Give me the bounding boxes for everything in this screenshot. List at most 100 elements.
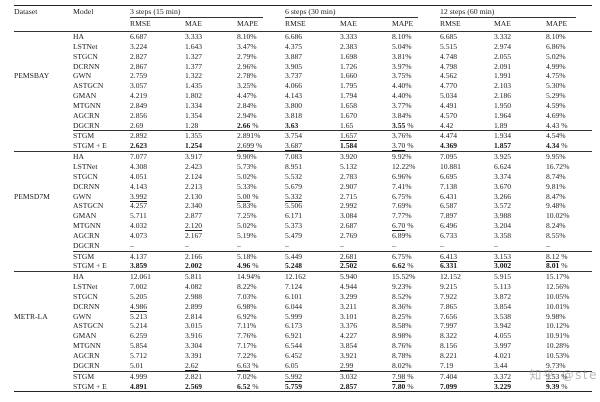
metric-value: 3.333 [340, 32, 392, 42]
model-name: DCRNN [73, 61, 100, 71]
metric-value: 1.698 [340, 52, 392, 62]
metric-number: 10.881 [440, 161, 461, 171]
metric-number: 5.479 [285, 230, 303, 240]
metric-value: 4.99% [546, 62, 592, 72]
metric-number: 4.47% [237, 91, 257, 101]
table-row: STGM 2.892 1.355 2.891% 3.754 1.657 3.76% 4.474… [14, 131, 592, 141]
metric-value: 4.944 [340, 282, 392, 292]
metric-number: 3.854 [340, 341, 358, 351]
table-row: GMAN 6.259 3.916 7.76% 6.921 4.227 8.98% 8.322 4… [14, 331, 592, 341]
metric-value: 5.83% [237, 201, 285, 211]
metric-number: 6.86% [546, 41, 566, 51]
metric-value: 6.96% [392, 172, 440, 182]
metric-number: 7.404 [440, 371, 458, 381]
metric-number: 1.435 [185, 81, 203, 91]
metric-value: 3.925 [494, 152, 546, 162]
metric-value: 2.167 [185, 231, 237, 241]
metric-number: 4.143 [130, 181, 148, 191]
dataset-spacer [14, 141, 73, 151]
metric-number: 9.92% [392, 152, 412, 162]
metric-number: 4.75% [546, 71, 566, 81]
metric-number: 6.98% [237, 301, 257, 311]
metric-number: 5.73% [237, 161, 257, 171]
metric-value: 2.814 [185, 312, 237, 322]
metric-value: 12.22% [392, 162, 440, 172]
metric-number: 1.794 [340, 91, 358, 101]
metric-value: 4.54% [546, 131, 592, 141]
metric-number: 3.818 [285, 110, 303, 120]
metric-value: 6.75% [392, 252, 440, 262]
metric-number: 2.84% [237, 100, 257, 110]
metric-value: 7.80 % [392, 382, 440, 392]
table-header-metrics: RMSE MAE MAPE RMSE MAE MAPE RMSE MAE MAP… [14, 19, 592, 32]
metric-value: 2.124 [185, 172, 237, 182]
percent-suffix: % [559, 141, 568, 151]
metric-number: 12.56% [546, 282, 570, 292]
metric-value: 5.712 [130, 351, 185, 361]
model-name: ASTGCN [73, 321, 104, 331]
model-name: ASTGCN [73, 81, 104, 91]
metric-value: 1.964 [494, 111, 546, 121]
metric-number: 8.25% [392, 311, 412, 321]
metric-value: 4.219 [130, 91, 185, 101]
metric-number: 5.854 [130, 341, 148, 351]
metric-value: 3.391 [185, 351, 237, 361]
metric-number: 8.10% [546, 32, 566, 41]
metric-number: 3.304 [185, 341, 203, 351]
metric-number: 2.867 [130, 61, 148, 71]
metric-number: 5.915 [494, 272, 512, 282]
metric-value: 7.138 [440, 182, 494, 192]
metric-number: 7.77% [392, 211, 412, 221]
metric-value: 2.120 [185, 221, 237, 231]
metric-value: 9.92% [392, 152, 440, 162]
metric-value: 3.920 [340, 152, 392, 162]
metric-number: 7.80 [392, 381, 406, 391]
metric-number: 12.162 [285, 272, 306, 282]
table-row: DCRNN 4.143 2.213 5.33% 5.679 2.907 7.41% 7.138… [14, 182, 592, 192]
dataset-spacer [14, 221, 73, 231]
metric-number: 1.660 [340, 71, 358, 81]
metric-number: 5.30% [546, 81, 566, 91]
metric-value: 7.404 [440, 372, 494, 382]
metric-value: 4.051 [130, 172, 185, 182]
metric-value: 8.951 [285, 162, 340, 172]
dataset-spacer [14, 32, 73, 42]
metric-number: 3.204 [494, 221, 512, 231]
metric-number: 2.699 [237, 141, 255, 151]
metric-value: 8.322 [440, 331, 494, 341]
metric-number: 1.670 [340, 110, 358, 120]
metric-value: 4.308 [130, 162, 185, 172]
metric-value: 7.865 [440, 302, 494, 312]
metric-number: 7.17% [237, 341, 257, 351]
metric-number: 8.24% [546, 221, 566, 231]
metric-number: 8.10% [392, 32, 412, 41]
metric-number: 3.538 [494, 311, 512, 321]
percent-suffix: % [405, 120, 414, 130]
metric-value: 4.562 [440, 71, 494, 81]
metric-value: 4.032 [130, 221, 185, 231]
metric-value: 7.997 [440, 321, 494, 331]
metric-number: 1.322 [185, 71, 203, 81]
metric-number: 4.34 [546, 141, 560, 151]
metric-number: 5.992 [285, 371, 303, 381]
model-name: DCRNN [73, 181, 100, 191]
header-dataset: Dataset [14, 7, 38, 16]
metric-number: 3.670 [494, 181, 512, 191]
metric-value: 2.091 [494, 62, 546, 72]
model-name: STGCN [73, 171, 98, 181]
metric-value: 6.733 [440, 231, 494, 241]
metric-number: 2.907 [340, 181, 358, 191]
metric-number: 5.711 [130, 211, 147, 221]
metric-number: 3.376 [340, 321, 358, 331]
section-divider [14, 271, 592, 273]
metric-number: 9.90% [237, 152, 257, 162]
percent-suffix: % [405, 221, 414, 231]
metric-value: 5.02% [546, 52, 592, 62]
metric-value: 7.922 [440, 292, 494, 302]
metric-value: 8.10% [546, 32, 592, 42]
metric-value: – [494, 241, 546, 251]
metric-number: 6.687 [130, 32, 148, 41]
metric-value: 2.69 [130, 121, 185, 131]
table-row: STGCN 4.051 2.124 5.02% 5.532 2.783 6.96% 6.695… [14, 172, 592, 182]
dataset-spacer [14, 121, 73, 131]
